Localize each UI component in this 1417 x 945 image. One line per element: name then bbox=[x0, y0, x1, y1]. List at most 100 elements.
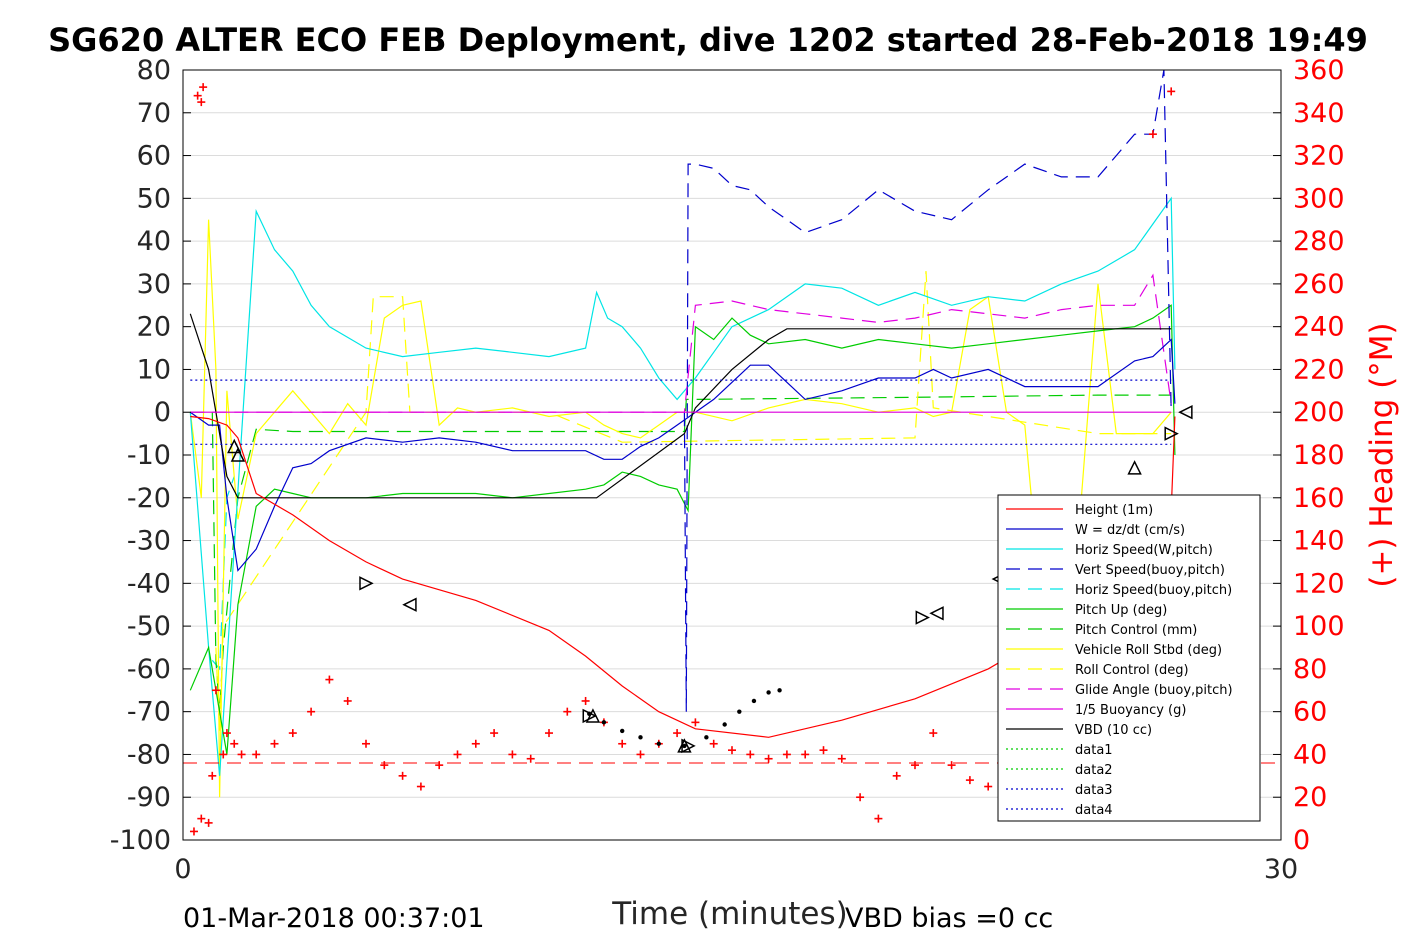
y-right-tick-label: 60 bbox=[1293, 697, 1327, 728]
heading-point bbox=[252, 750, 261, 759]
y-tick-label: -70 bbox=[127, 697, 171, 728]
heading-point bbox=[801, 750, 810, 759]
position-dot bbox=[601, 720, 607, 725]
triangle-marker bbox=[582, 708, 597, 724]
footer-vbd-bias: VBD bias =0 cc bbox=[845, 903, 1053, 934]
y-tick-label: -50 bbox=[127, 611, 171, 642]
heading-point bbox=[563, 707, 572, 716]
y-right-tick-label: 0 bbox=[1293, 825, 1310, 856]
series-line bbox=[189, 196, 1176, 776]
triangle-marker bbox=[915, 610, 930, 625]
legend-label: Pitch Up (deg) bbox=[1075, 603, 1167, 618]
y-tick-label: 70 bbox=[137, 98, 171, 129]
legend-label: VBD (10 cc) bbox=[1075, 723, 1152, 738]
x-axis-label: Time (minutes) bbox=[611, 896, 847, 932]
heading-point bbox=[545, 729, 553, 738]
legend-box bbox=[997, 494, 1261, 822]
heading-point bbox=[398, 771, 407, 780]
heading-point bbox=[764, 754, 773, 763]
y-right-tick-label: 160 bbox=[1293, 483, 1345, 514]
series-line bbox=[189, 304, 1176, 755]
y-tick-label: -40 bbox=[127, 568, 171, 599]
legend-label: 1/5 Buoyancy (g) bbox=[1075, 703, 1186, 718]
heading-point bbox=[471, 739, 480, 748]
series-line bbox=[683, 69, 1172, 712]
legend-label: Height (1m) bbox=[1075, 503, 1153, 518]
heading-point bbox=[691, 718, 700, 727]
heading-point bbox=[453, 750, 462, 759]
y-right-tick-label: 200 bbox=[1293, 397, 1345, 428]
heading-point bbox=[490, 729, 499, 738]
heading-point bbox=[874, 814, 883, 823]
y-right-tick-label: 320 bbox=[1293, 141, 1345, 172]
y-right-tick-label: 220 bbox=[1293, 354, 1345, 385]
heading-point bbox=[728, 746, 736, 755]
y-tick-label: 20 bbox=[137, 312, 171, 343]
heading-point bbox=[197, 98, 206, 107]
x-tick-label: 0 bbox=[174, 854, 191, 885]
marker-layer bbox=[227, 405, 1193, 754]
position-dot bbox=[777, 688, 782, 693]
heading-point bbox=[984, 782, 993, 791]
y-right-tick-label: 240 bbox=[1293, 312, 1345, 343]
y-right-tick-label: 120 bbox=[1293, 568, 1345, 599]
y-tick-label: -80 bbox=[127, 739, 171, 770]
heading-point bbox=[636, 750, 645, 759]
y-tick-label: 40 bbox=[137, 226, 171, 257]
y-right-tick-label: 40 bbox=[1293, 739, 1327, 770]
y-right-tick-label: 80 bbox=[1293, 654, 1327, 685]
legend-label: Glide Angle (buoy,pitch) bbox=[1075, 683, 1233, 698]
heading-point bbox=[197, 814, 206, 823]
heading-point bbox=[343, 696, 352, 705]
heading-point bbox=[325, 675, 334, 684]
legend-label: Horiz Speed(W,pitch) bbox=[1075, 543, 1213, 558]
y-right-tick-label: 360 bbox=[1293, 55, 1345, 86]
y-right-tick-label: 180 bbox=[1293, 440, 1345, 471]
position-dot bbox=[751, 698, 757, 704]
heading-point bbox=[709, 739, 718, 748]
y-right-tick-label: 280 bbox=[1293, 226, 1345, 257]
chart-title: SG620 ALTER ECO FEB Deployment, dive 120… bbox=[48, 21, 1368, 59]
heading-point bbox=[288, 729, 297, 738]
y-right-tick-label: 100 bbox=[1293, 611, 1345, 642]
legend-label: Horiz Speed(buoy,pitch) bbox=[1075, 583, 1232, 598]
position-dot bbox=[682, 743, 687, 749]
legend-label: data3 bbox=[1075, 783, 1113, 798]
y-right-tick-label: 260 bbox=[1293, 269, 1345, 300]
triangle-marker bbox=[227, 438, 242, 454]
x-tick-label: 30 bbox=[1264, 854, 1298, 885]
legend-label: Roll Control (deg) bbox=[1075, 663, 1189, 678]
heading-point bbox=[211, 686, 220, 695]
legend-label: Pitch Control (mm) bbox=[1075, 623, 1197, 638]
triangle-marker bbox=[1164, 426, 1179, 441]
heading-point bbox=[856, 793, 865, 802]
position-dot bbox=[737, 709, 742, 714]
heading-point bbox=[204, 818, 213, 827]
heading-point bbox=[673, 729, 682, 738]
heading-point bbox=[581, 696, 590, 705]
heading-point bbox=[435, 761, 444, 770]
heading-point bbox=[416, 782, 425, 791]
series-line bbox=[190, 273, 1172, 413]
triangle-marker bbox=[929, 606, 944, 621]
legend-label: data1 bbox=[1075, 743, 1113, 758]
legend-label: data4 bbox=[1075, 803, 1113, 818]
heading-point bbox=[380, 761, 389, 770]
heading-point bbox=[911, 761, 919, 770]
y-tick-label: 60 bbox=[137, 141, 171, 172]
heading-point bbox=[746, 750, 755, 759]
y-tick-label: 80 bbox=[137, 55, 171, 86]
heading-point bbox=[237, 750, 246, 759]
y-tick-label: -10 bbox=[127, 440, 171, 471]
heading-point bbox=[837, 754, 846, 763]
position-dot bbox=[704, 735, 709, 740]
y-tick-label: -30 bbox=[127, 526, 171, 557]
heading-point bbox=[193, 91, 202, 100]
y-axis-label-right: (+) Heading (°M) bbox=[1364, 322, 1400, 587]
legend-label: data2 bbox=[1075, 763, 1113, 778]
triangle-marker bbox=[681, 738, 696, 754]
heading-point bbox=[208, 771, 217, 780]
axis-ticks: 80706050403020100-10-20-30-40-50-60-70-8… bbox=[110, 55, 1345, 885]
legend-label: Vert Speed(buoy,pitch) bbox=[1075, 563, 1225, 578]
y-tick-label: -90 bbox=[127, 782, 171, 813]
